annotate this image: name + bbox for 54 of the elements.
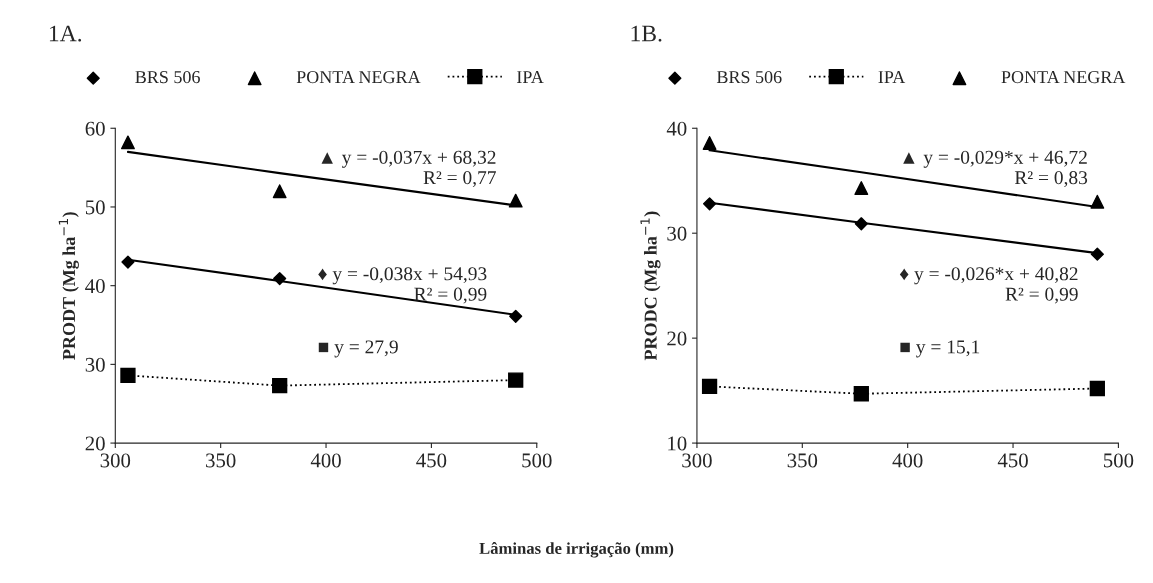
legend-label: IPA [516,71,544,83]
legend-label: BRS 506 [716,70,782,84]
y-tick-label: 10 [668,436,687,451]
annotation: ▲ y = -0,037x + 68,32 R² = 0,77 [321,150,496,188]
point [853,386,869,402]
point [120,135,135,150]
x-tick-label: 350 [787,453,818,468]
point [1089,380,1105,397]
annotation: ♦ y = -0,038x + 54,93 R² = 0,99 [318,267,487,304]
point [854,181,869,196]
annotation: ♦ y = -0,026*x + 40,82 R² = 0,99 [899,267,1078,304]
point [854,217,868,231]
point [121,255,135,269]
y-tick-label: 20 [667,331,687,346]
x-tick-label: 500 [1104,453,1134,468]
chart-title: 1B. [631,25,662,42]
y-tick-label: 60 [85,121,105,136]
x-tick-label: 450 [416,453,447,468]
y-axis-title: PRODC (Mg ha$^{−1}$) [640,211,661,361]
x-axis-title: Lâminas de irrigação (mm) [479,542,674,558]
x-tick-label: 450 [997,453,1028,468]
point [272,184,287,199]
x-tick-label: 350 [206,453,236,468]
y-tick-label: 50 [85,200,105,215]
y-tick-label: 30 [85,357,105,372]
x-tick-label: 500 [522,453,552,468]
legend-label: IPA [878,71,906,83]
y-tick-label: 40 [85,279,105,294]
point [272,377,288,394]
point [1090,247,1104,261]
point [701,378,718,395]
point [1090,194,1105,209]
annotation: ■ y = 27,9 [318,340,398,358]
x-tick-label: 400 [892,453,923,468]
point [273,271,287,286]
legend-label: BRS 506 [135,70,200,84]
y-tick-label: 30 [667,226,687,241]
point [508,372,524,388]
y-tick-label: 40 [666,121,687,136]
legend-label: PONTA NEGRA [296,71,421,84]
point [702,136,717,150]
chart-title: 1A. [49,25,82,42]
point [509,309,523,323]
point [702,197,717,211]
annotation: ■ y = 15,1 [900,340,980,358]
legend-label: PONTA NEGRA [1001,71,1126,84]
annotation: ▲ y = -0,029*x + 46,72 R² = 0,83 [903,150,1088,188]
x-tick-label: 400 [310,453,341,468]
y-tick-label: 20 [85,436,105,451]
x-tick-label: 300 [682,453,712,468]
y-axis-title: PRODT (Mg ha$^{−1}$) [58,212,79,360]
point [508,193,523,208]
point [120,367,136,384]
x-tick-label: 300 [100,453,131,468]
